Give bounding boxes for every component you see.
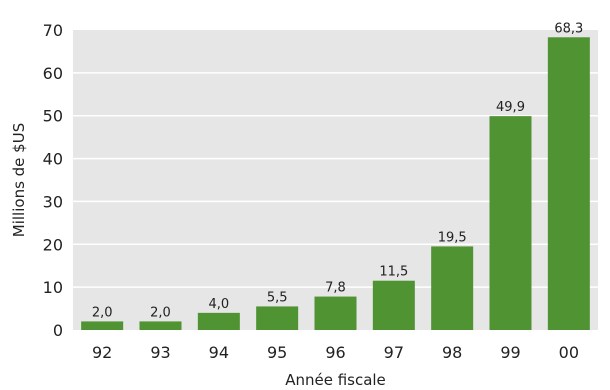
y-tick-label: 20: [43, 235, 63, 254]
y-tick-label: 50: [43, 107, 63, 126]
x-tick-label: 97: [384, 343, 404, 362]
data-label: 49,9: [496, 100, 525, 115]
data-label: 5,5: [267, 290, 288, 305]
x-tick-label: 94: [209, 343, 229, 362]
data-label: 7,8: [325, 281, 346, 296]
y-axis-title: Millions de $US: [10, 123, 28, 237]
x-tick-label: 92: [92, 343, 112, 362]
bar: [81, 321, 124, 330]
bar: [489, 116, 532, 331]
x-tick-label: 93: [150, 343, 170, 362]
y-tick-label: 30: [43, 192, 63, 211]
y-tick-label: 10: [43, 278, 63, 297]
y-tick-label: 40: [43, 150, 63, 169]
x-tick-label: 00: [559, 343, 579, 362]
bar: [372, 280, 415, 330]
bar: [256, 306, 299, 330]
data-label: 68,3: [554, 21, 583, 36]
data-label: 2,0: [150, 305, 171, 320]
bar: [547, 37, 590, 331]
bars: [81, 37, 590, 331]
y-axis-ticks: 0 10 20 30 40 50 60 70: [43, 21, 63, 340]
gridlines: [73, 72, 598, 288]
data-label: 19,5: [438, 230, 467, 245]
x-tick-label: 98: [442, 343, 462, 362]
x-tick-label: 99: [500, 343, 520, 362]
data-label: 11,5: [379, 265, 408, 280]
x-tick-label: 95: [267, 343, 287, 362]
data-label: 4,0: [208, 297, 229, 312]
data-labels: 2,0 2,0 4,0 5,5 7,8 11,5 19,5 49,9 68,3: [92, 21, 583, 320]
bar: [314, 296, 357, 330]
x-axis-ticks: 92 93 94 95 96 97 98 99 00: [92, 343, 579, 362]
y-tick-label: 70: [43, 21, 63, 40]
bar: [197, 312, 240, 330]
bar: [139, 321, 182, 330]
x-tick-label: 96: [325, 343, 345, 362]
x-axis-title: Année fiscale: [285, 371, 386, 389]
y-tick-label: 60: [43, 64, 63, 83]
bar: [431, 246, 474, 330]
y-tick-label: 0: [53, 321, 63, 340]
data-label: 2,0: [92, 305, 113, 320]
